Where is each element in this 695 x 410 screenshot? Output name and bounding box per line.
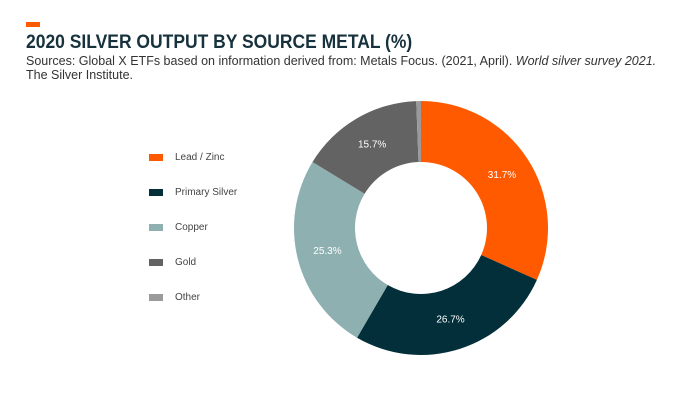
data-label-gold: 15.7% — [358, 139, 386, 150]
donut-slices — [294, 101, 548, 355]
donut-slice-other — [416, 101, 421, 163]
legend-swatch-other — [149, 294, 163, 301]
chart-source-note: Sources: Global X ETFs based on informat… — [26, 54, 676, 82]
donut-chart: 31.7% 26.7% 25.3% 15.7% — [294, 101, 548, 355]
header-accent-bar — [26, 22, 40, 27]
donut-slice-lead-zinc — [421, 101, 548, 280]
chart-legend: Lead / Zinc Primary Silver Copper Gold O… — [149, 140, 237, 315]
data-label-primary-silver: 26.7% — [436, 314, 464, 325]
legend-label-lead-zinc: Lead / Zinc — [175, 152, 225, 163]
legend-item-primary-silver: Primary Silver — [149, 175, 237, 210]
chart-title: 2020 SILVER OUTPUT BY SOURCE METAL (%) — [26, 32, 413, 53]
data-label-copper: 25.3% — [313, 246, 341, 257]
legend-swatch-copper — [149, 224, 163, 231]
donut-slice-copper — [294, 161, 388, 338]
legend-swatch-primary-silver — [149, 189, 163, 196]
donut-slice-labels: 31.7% 26.7% 25.3% 15.7% — [313, 139, 516, 325]
legend-item-other: Other — [149, 280, 237, 315]
donut-slice-primary-silver — [357, 254, 537, 355]
data-label-lead-zinc: 31.7% — [488, 170, 516, 181]
legend-swatch-lead-zinc — [149, 154, 163, 161]
legend-item-copper: Copper — [149, 210, 237, 245]
source-suffix: The Silver Institute. — [26, 68, 133, 82]
legend-label-primary-silver: Primary Silver — [175, 187, 238, 198]
source-prefix: Sources: Global X ETFs based on informat… — [26, 54, 516, 68]
legend-label-gold: Gold — [175, 257, 197, 268]
legend-label-other: Other — [175, 292, 201, 303]
donut-slice-gold — [312, 101, 419, 194]
legend-label-copper: Copper — [175, 222, 208, 233]
legend-item-gold: Gold — [149, 245, 237, 280]
legend-item-lead-zinc: Lead / Zinc — [149, 140, 237, 175]
source-publication: World silver survey 2021. — [515, 54, 657, 68]
legend-swatch-gold — [149, 259, 163, 266]
